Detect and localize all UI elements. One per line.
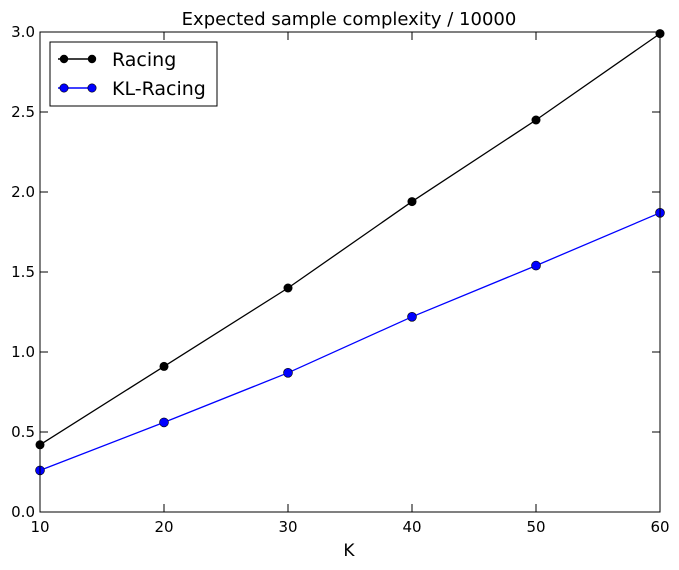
chart-title: Expected sample complexity / 10000 [182,9,517,30]
legend-kl-racing-marker-right [87,83,97,93]
y-tick-label: 2.0 [11,183,35,201]
legend-racing-label: Racing [112,49,176,71]
y-tick-label: 1.5 [11,263,35,281]
x-tick-label: 30 [278,518,297,536]
data-point-racing [283,283,293,293]
data-point-racing [159,361,169,371]
ticks-layer: 10 20 30 40 50 60 0.0 0.5 1.0 1.5 2.0 2.5 3.0 [11,23,669,536]
data-point-kl-racing [159,417,169,428]
y-tick-label: 1.0 [11,343,35,361]
data-point-kl-racing [407,311,417,322]
legend-racing-marker-right [87,54,97,64]
legend-box [49,41,218,107]
y-tick-label: 0.5 [11,423,35,441]
y-tick-label: 0.0 [11,503,35,521]
data-point-kl-racing [283,367,293,378]
x-tick-label: 40 [402,518,421,536]
series-layer [35,29,665,476]
series-line-kl-racing [39,212,661,472]
data-point-kl-racing [531,260,541,271]
legend: Racing KL-Racing [49,41,218,107]
x-tick-label: 50 [526,518,545,536]
series-line-racing [39,33,661,446]
x-tick-label: 60 [650,518,669,536]
x-tick-label: 20 [154,518,173,536]
x-tick-label: 10 [30,518,49,536]
x-axis-label: K [343,541,355,561]
legend-racing-marker-left [59,54,69,64]
y-tick-label: 3.0 [11,23,35,41]
data-point-racing [407,197,417,207]
legend-kl-racing-label: KL-Racing [112,78,206,100]
legend-kl-racing-marker-left [59,83,69,93]
y-tick-label: 2.5 [11,103,35,121]
data-point-racing [531,115,541,125]
